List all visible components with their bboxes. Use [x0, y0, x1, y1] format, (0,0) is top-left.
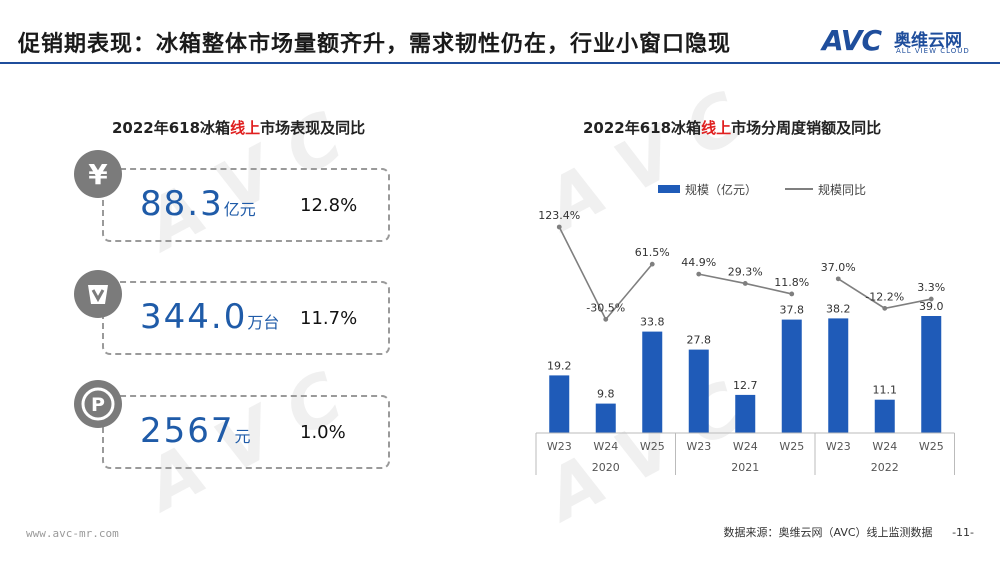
yoy-value-label: 61.5% [635, 246, 670, 259]
kpi-value: 88.3亿元 [140, 184, 256, 224]
website-url: www.avc-mr.com [26, 527, 119, 540]
data-source: 数据来源：奥维云网（AVC）线上监测数据 [723, 526, 933, 539]
kpi-value: 344.0万台 [140, 297, 280, 337]
kpi-sales-volume: 344.0万台 11.7% [102, 281, 390, 355]
yoy-point [835, 276, 841, 282]
x-tick-label: W25 [640, 440, 665, 453]
legend-swatch-bar [658, 185, 680, 193]
logo-english-name: ALL VIEW CLOUD [896, 47, 970, 55]
yoy-point [649, 261, 655, 267]
bag-icon [74, 270, 122, 318]
yoy-point [928, 296, 934, 302]
bar [781, 319, 802, 433]
x-tick-label: W24 [872, 440, 897, 453]
legend-label-bar: 规模（亿元） [685, 182, 757, 197]
yoy-point [742, 281, 748, 286]
page-title: 促销期表现：冰箱整体市场量额齐升，需求韧性仍在，行业小窗口隐现 [18, 32, 732, 57]
yoy-value-label: 37.0% [821, 261, 856, 274]
parking-icon: P [74, 380, 122, 428]
bar-value-label: 9.8 [597, 388, 615, 401]
yoy-point [603, 316, 609, 322]
yoy-point [789, 291, 795, 297]
x-tick-label: W25 [919, 440, 944, 453]
bar [549, 375, 570, 433]
weekly-sales-chart: 规模（亿元） 规模同比 19.2 9.8 33.8 27.8 12.7 37.8 38.2 11.… [535, 182, 955, 475]
svg-text:P: P [91, 394, 105, 416]
yoy-value-label: 3.3% [917, 281, 945, 294]
bar-value-label: 12.7 [733, 379, 758, 392]
logo-mark: AVC [822, 24, 882, 57]
yoy-value-label: 123.4% [538, 209, 580, 222]
x-tick-label: W24 [593, 440, 618, 453]
legend-label-line: 规模同比 [818, 182, 866, 197]
kpi-value: 2567元 [140, 411, 251, 451]
bar-value-label: 39.0 [919, 300, 944, 313]
x-group-label: 2022 [871, 461, 899, 474]
yoy-point [696, 271, 702, 277]
x-tick-label: W23 [686, 440, 711, 453]
bar [921, 316, 942, 433]
bar [735, 394, 756, 433]
yoy-value-label: 11.8% [774, 276, 809, 289]
page-number: -11- [952, 526, 974, 539]
bar-value-label: 11.1 [873, 384, 898, 397]
yoy-value-label: -12.2% [865, 290, 904, 303]
footer-source: 数据来源：奥维云网（AVC）线上监测数据 -11- [724, 524, 974, 540]
kpi-yoy: 11.7% [300, 308, 358, 329]
yoy-value-label: 44.9% [681, 256, 716, 269]
yoy-value-label: -30.5% [586, 301, 625, 314]
bar-value-label: 38.2 [826, 302, 851, 315]
chart-title: 2022年618冰箱线上市场分周度销额及同比 [583, 119, 882, 137]
bar-value-label: 37.8 [780, 304, 805, 317]
kpi-average-price: 2567元 1.0% [102, 395, 390, 469]
title-divider [0, 62, 1000, 64]
bar [688, 349, 709, 433]
bar-value-label: 27.8 [687, 334, 712, 347]
kpi-sales-amount: 88.3亿元 12.8% [102, 168, 390, 242]
left-panel-title: 2022年618冰箱线上市场表现及同比 [112, 119, 366, 137]
bar [874, 399, 895, 433]
x-tick-label: W24 [733, 440, 758, 453]
bar [595, 403, 616, 433]
x-group-label: 2021 [731, 461, 759, 474]
bar [642, 331, 663, 433]
avc-logo: AVC 奥维云网 ALL VIEW CLOUD [822, 24, 992, 60]
kpi-yoy: 1.0% [300, 422, 346, 443]
yoy-value-label: 29.3% [728, 265, 763, 278]
bar [828, 318, 849, 433]
x-group-label: 2020 [592, 461, 620, 474]
yoy-point [882, 305, 888, 311]
yoy-point [556, 224, 562, 230]
kpi-yoy: 12.8% [300, 195, 358, 216]
x-tick-label: W25 [779, 440, 804, 453]
bar-value-label: 19.2 [547, 359, 572, 372]
logo-chinese-name: 奥维云网 [894, 31, 962, 51]
bar-value-label: 33.8 [640, 316, 665, 329]
yen-icon: ¥ [74, 150, 122, 198]
x-tick-label: W23 [547, 440, 572, 453]
x-tick-label: W23 [826, 440, 851, 453]
